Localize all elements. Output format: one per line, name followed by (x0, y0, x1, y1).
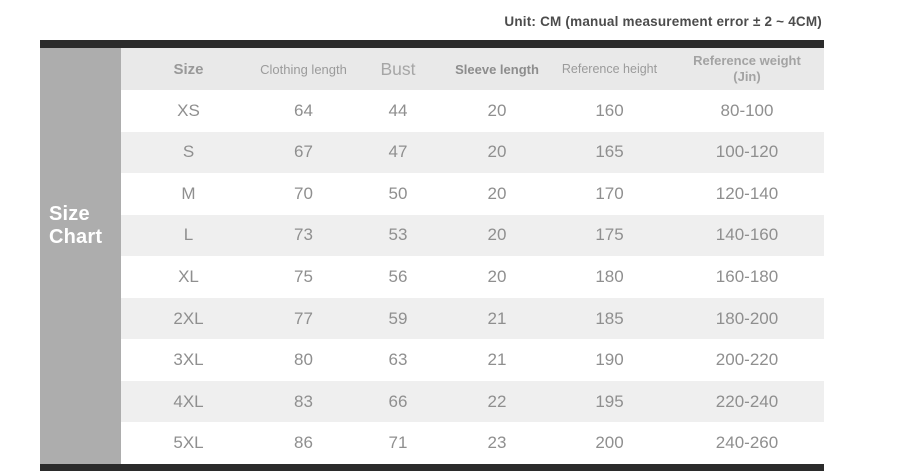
table-cell: 175 (595, 225, 624, 245)
size-table-body: XS 64 44 20 160 80-100 S 67 47 20 165 100-120 M 70 50 2… (121, 90, 824, 464)
table-cell: 73 (294, 225, 313, 245)
table-cell: 140-160 (715, 225, 779, 245)
table-cell: 20 (487, 183, 507, 203)
column-header-clothing-length: Clothing length (260, 61, 347, 77)
size-chart-title: Size Chart (49, 203, 121, 249)
table-cell: L (183, 225, 194, 245)
table-cell: 4XL (173, 391, 204, 411)
table-row: 4XL 83 66 22 195 220-240 (121, 380, 824, 423)
table-cell: 165 (595, 142, 624, 162)
table-cell: XS (177, 100, 200, 120)
top-divider-bar (40, 40, 824, 48)
table-cell: 195 (595, 391, 624, 411)
column-header-reference-weight: Reference weight (Jin) (670, 48, 824, 90)
table-cell: 53 (388, 225, 408, 245)
table-cell: 23 (487, 433, 507, 453)
size-table: Size Clothing length Bust Sleeve length … (121, 48, 824, 464)
table-cell: 20 (487, 142, 507, 162)
table-row: XL 75 56 20 180 160-180 (121, 256, 824, 298)
table-cell: 75 (294, 266, 313, 286)
table-cell: 63 (388, 350, 408, 370)
table-cell: 67 (294, 142, 313, 162)
table-cell: 100-120 (715, 142, 779, 162)
size-chart-title-line1: Size (49, 203, 90, 225)
bottom-divider-bar (40, 464, 824, 471)
table-cell: 77 (294, 308, 313, 328)
table-cell: 200 (595, 433, 624, 453)
table-cell: 50 (388, 183, 408, 203)
table-cell: 160 (595, 100, 624, 120)
table-cell: 70 (294, 183, 313, 203)
size-chart-body: Size Chart Size Clothing length (40, 48, 824, 464)
table-cell: 71 (388, 433, 408, 453)
table-row: 5XL 86 71 23 200 240-260 (121, 422, 824, 464)
table-cell: 5XL (173, 433, 204, 453)
table-row: L 73 53 20 175 140-160 (121, 214, 824, 257)
column-header-bust: Bust (380, 58, 416, 79)
header-row: Size Clothing length Bust Sleeve length … (121, 48, 824, 90)
table-cell: 64 (294, 100, 313, 120)
column-header-sleeve-length: Sleeve length (455, 61, 539, 77)
size-chart-title-block: Size Chart (40, 48, 121, 464)
table-cell: 59 (388, 308, 408, 328)
table-cell: 56 (388, 266, 408, 286)
table-cell: 20 (487, 100, 507, 120)
table-cell: 80-100 (720, 100, 774, 120)
size-chart-panel: Size Chart Size Clothing length (40, 40, 824, 471)
table-cell: 22 (487, 391, 507, 411)
size-chart-title-line2: Chart (49, 226, 103, 248)
table-cell: XL (178, 266, 199, 286)
table-cell: 200-220 (715, 350, 779, 370)
table-cell: 240-260 (715, 433, 779, 453)
table-cell: 86 (294, 433, 313, 453)
table-row: 2XL 77 59 21 185 180-200 (121, 297, 824, 340)
size-table-header: Size Clothing length Bust Sleeve length … (121, 48, 824, 90)
table-cell: 21 (487, 350, 507, 370)
table-row: M 70 50 20 170 120-140 (121, 173, 824, 215)
table-cell: M (181, 183, 196, 203)
table-cell: 20 (487, 266, 507, 286)
column-header-reference-weight-sub: (Jin) (733, 69, 761, 84)
table-cell: 180-200 (715, 308, 779, 328)
table-cell: 66 (388, 391, 408, 411)
table-cell: 160-180 (715, 266, 779, 286)
table-cell: S (182, 142, 195, 162)
table-cell: 120-140 (715, 183, 779, 203)
table-cell: 3XL (173, 350, 204, 370)
table-cell: 190 (595, 350, 624, 370)
table-cell: 83 (294, 391, 313, 411)
table-cell: 185 (595, 308, 624, 328)
column-header-reference-height: Reference height (561, 62, 658, 76)
column-header-size: Size (173, 60, 204, 78)
table-cell: 2XL (173, 308, 204, 328)
table-row: 3XL 80 63 21 190 200-220 (121, 339, 824, 381)
table-cell: 170 (595, 183, 624, 203)
table-cell: 21 (487, 308, 507, 328)
table-cell: 80 (294, 350, 313, 370)
table-cell: 20 (487, 225, 507, 245)
table-cell: 220-240 (715, 391, 779, 411)
table-row: S 67 47 20 165 100-120 (121, 131, 824, 174)
table-cell: 44 (388, 100, 408, 120)
unit-note: Unit: CM (manual measurement error ± 2 ~… (504, 14, 822, 29)
table-cell: 47 (388, 142, 408, 162)
column-header-reference-weight-label: Reference weight (693, 53, 801, 69)
table-row: XS 64 44 20 160 80-100 (121, 90, 824, 132)
table-cell: 180 (595, 266, 624, 286)
